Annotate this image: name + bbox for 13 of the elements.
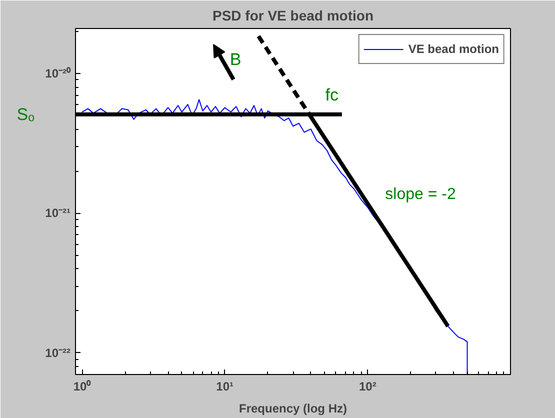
x-axis-title: Frequency (log Hz) <box>238 402 348 416</box>
y-tick-label: 10⁻²² <box>45 346 71 360</box>
legend-label: VE bead motion <box>408 42 499 56</box>
y-tick-label: 10⁻²¹ <box>45 206 71 220</box>
annotation: B <box>230 50 242 69</box>
x-tick-label: 10² <box>359 380 376 394</box>
annotation: fc <box>325 85 339 104</box>
y-tick-label: 10⁻²⁰ <box>45 66 72 81</box>
x-tick-label: 10⁰ <box>73 380 92 394</box>
chart-title: PSD for VE bead motion <box>212 8 374 24</box>
text: Sₒ <box>16 104 35 124</box>
annotation: slope = -2 <box>385 186 456 203</box>
x-tick-label: 10¹ <box>216 380 234 394</box>
